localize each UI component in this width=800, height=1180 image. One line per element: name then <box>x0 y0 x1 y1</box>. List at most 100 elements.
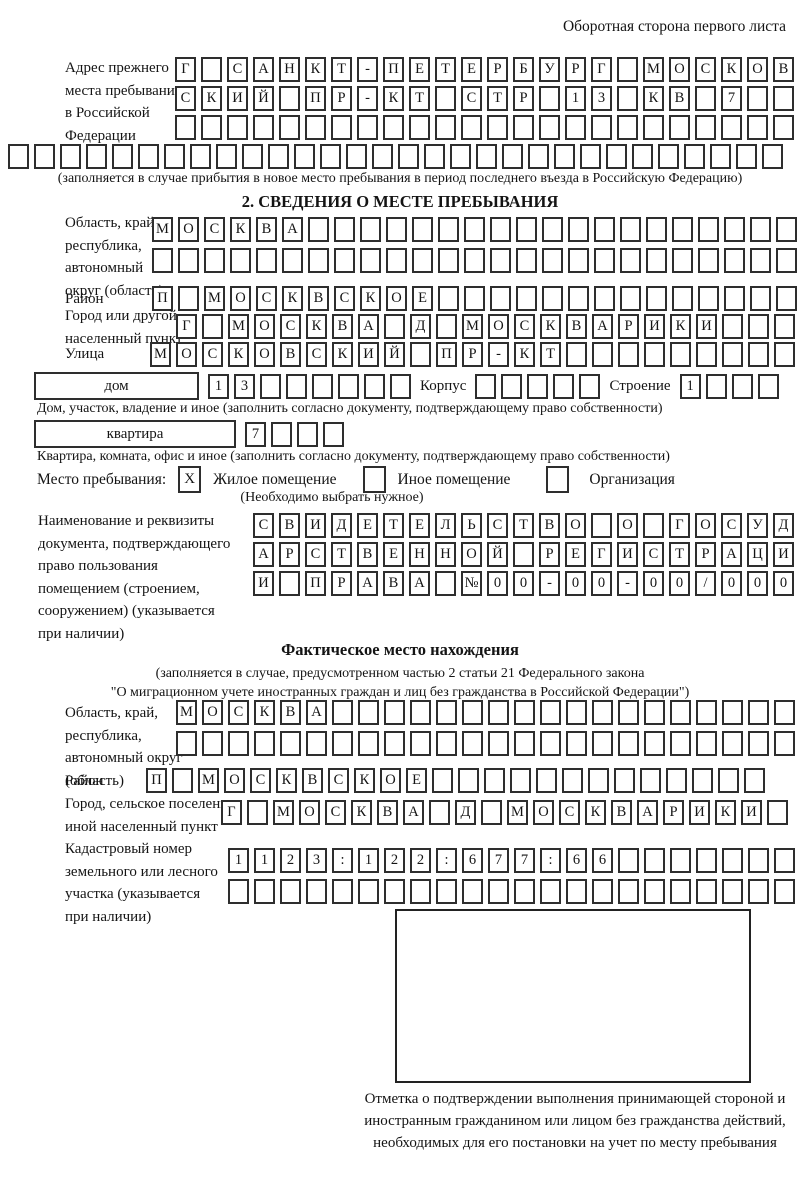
char-cell[interactable] <box>644 879 665 904</box>
char-cell[interactable]: С <box>202 342 223 367</box>
char-cell[interactable] <box>514 700 535 725</box>
char-cell[interactable] <box>618 342 639 367</box>
char-cell[interactable]: О <box>224 768 245 793</box>
char-cell[interactable] <box>334 248 355 273</box>
char-cell[interactable] <box>579 373 601 399</box>
char-cell[interactable]: 7 <box>514 848 535 873</box>
char-cell[interactable] <box>201 115 222 140</box>
char-cell[interactable] <box>658 144 679 169</box>
char-cell[interactable]: О <box>380 768 401 793</box>
char-cell[interactable] <box>696 879 717 904</box>
char-cell[interactable] <box>358 879 379 904</box>
char-cell[interactable] <box>750 286 771 311</box>
char-cell[interactable]: - <box>357 57 378 82</box>
char-cell[interactable] <box>112 144 133 169</box>
char-cell[interactable] <box>722 314 743 339</box>
char-cell[interactable] <box>591 513 612 538</box>
char-cell[interactable] <box>514 879 535 904</box>
char-cell[interactable] <box>271 421 292 447</box>
char-cell[interactable] <box>490 248 511 273</box>
char-cell[interactable] <box>591 115 612 140</box>
char-cell[interactable] <box>438 248 459 273</box>
char-cell[interactable]: И <box>741 800 762 825</box>
char-cell[interactable] <box>670 700 691 725</box>
char-cell[interactable] <box>282 248 303 273</box>
char-cell[interactable] <box>390 373 411 399</box>
char-cell[interactable] <box>178 248 199 273</box>
char-cell[interactable] <box>286 373 307 399</box>
char-cell[interactable]: С <box>695 57 716 82</box>
char-cell[interactable]: М <box>198 768 219 793</box>
char-cell[interactable]: О <box>254 314 275 339</box>
char-cell[interactable]: Л <box>435 513 456 538</box>
char-cell[interactable]: К <box>721 57 742 82</box>
char-cell[interactable]: 0 <box>487 571 508 596</box>
char-cell[interactable] <box>698 248 719 273</box>
char-cell[interactable]: 0 <box>591 571 612 596</box>
char-cell[interactable] <box>744 768 765 793</box>
char-cell[interactable] <box>644 700 665 725</box>
char-cell[interactable] <box>774 700 795 725</box>
char-cell[interactable]: Ц <box>747 542 768 567</box>
char-cell[interactable]: О <box>565 513 586 538</box>
char-cell[interactable]: К <box>670 314 691 339</box>
char-cell[interactable] <box>736 144 757 169</box>
char-cell[interactable]: К <box>354 768 375 793</box>
char-cell[interactable] <box>722 731 743 756</box>
char-cell[interactable]: А <box>721 542 742 567</box>
char-cell[interactable] <box>592 342 613 367</box>
char-cell[interactable] <box>566 700 587 725</box>
char-cell[interactable] <box>424 144 445 169</box>
char-cell[interactable] <box>592 700 613 725</box>
char-cell[interactable] <box>594 248 615 273</box>
char-cell[interactable]: 1 <box>208 373 229 399</box>
char-cell[interactable]: Р <box>279 542 300 567</box>
char-cell[interactable]: Р <box>331 571 352 596</box>
char-cell[interactable] <box>410 731 431 756</box>
char-cell[interactable] <box>462 700 483 725</box>
char-cell[interactable] <box>346 144 367 169</box>
char-cell[interactable] <box>254 731 275 756</box>
char-cell[interactable] <box>594 217 615 242</box>
char-cell[interactable]: 1 <box>565 86 586 111</box>
char-cell[interactable]: Е <box>406 768 427 793</box>
char-cell[interactable] <box>536 768 557 793</box>
char-cell[interactable]: Р <box>618 314 639 339</box>
char-cell[interactable] <box>438 286 459 311</box>
char-cell[interactable] <box>643 513 664 538</box>
char-cell[interactable]: И <box>253 571 274 596</box>
char-cell[interactable] <box>618 879 639 904</box>
char-cell[interactable] <box>152 248 173 273</box>
char-cell[interactable]: Т <box>540 342 561 367</box>
char-cell[interactable]: 1 <box>679 373 701 399</box>
char-cell[interactable]: Д <box>410 314 431 339</box>
char-cell[interactable] <box>510 768 531 793</box>
char-cell[interactable] <box>450 144 471 169</box>
char-cell[interactable] <box>438 217 459 242</box>
char-cell[interactable] <box>672 217 693 242</box>
char-cell[interactable]: К <box>585 800 606 825</box>
char-cell[interactable]: В <box>280 342 301 367</box>
char-cell[interactable]: А <box>358 314 379 339</box>
char-cell[interactable]: М <box>152 217 173 242</box>
char-cell[interactable]: А <box>592 314 613 339</box>
char-cell[interactable]: К <box>230 217 251 242</box>
char-cell[interactable] <box>386 248 407 273</box>
char-cell[interactable]: У <box>539 57 560 82</box>
char-cell[interactable] <box>247 800 268 825</box>
char-cell[interactable]: О <box>178 217 199 242</box>
char-cell[interactable]: Н <box>409 542 430 567</box>
char-cell[interactable] <box>332 879 353 904</box>
char-cell[interactable] <box>334 217 355 242</box>
char-cell[interactable] <box>747 115 768 140</box>
char-cell[interactable] <box>722 879 743 904</box>
char-cell[interactable] <box>268 144 289 169</box>
char-cell[interactable] <box>618 700 639 725</box>
char-cell[interactable] <box>432 768 453 793</box>
char-cell[interactable]: Т <box>409 86 430 111</box>
char-cell[interactable] <box>710 144 731 169</box>
char-cell[interactable] <box>594 286 615 311</box>
char-cell[interactable]: Б <box>513 57 534 82</box>
char-cell[interactable] <box>721 115 742 140</box>
char-cell[interactable]: Ь <box>461 513 482 538</box>
